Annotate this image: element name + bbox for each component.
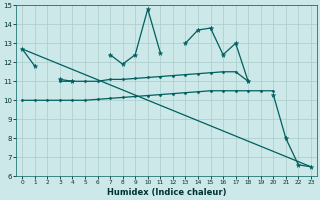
X-axis label: Humidex (Indice chaleur): Humidex (Indice chaleur) (107, 188, 226, 197)
